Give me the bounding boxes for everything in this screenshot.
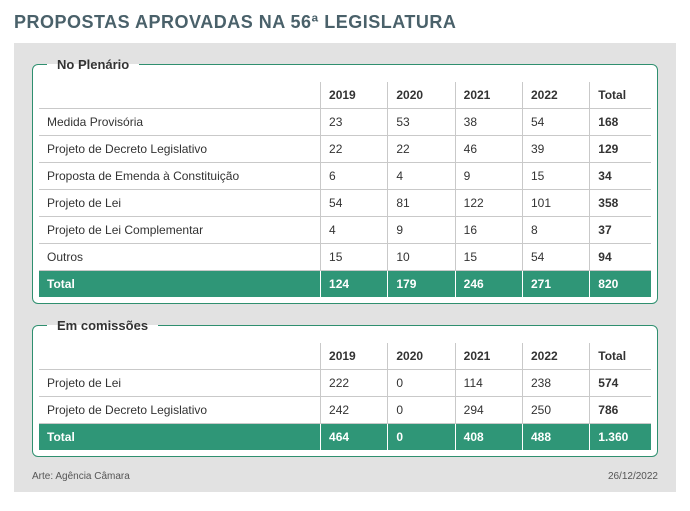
section-plenario: No Plenário 2019 2020 2021 2022 Total Me…	[32, 57, 658, 304]
cell-val: 9	[388, 217, 455, 244]
footer-credit: Arte: Agência Câmara	[32, 471, 130, 482]
cell-total: 34	[590, 163, 651, 190]
section-comissoes-legend: Em comissões	[47, 318, 158, 333]
table-row: Projeto de Lei 222 0 114 238 574	[39, 370, 651, 397]
cell-label: Outros	[39, 244, 321, 271]
cell-val: 15	[455, 244, 522, 271]
header-2021: 2021	[455, 343, 522, 370]
table-header-row: 2019 2020 2021 2022 Total	[39, 82, 651, 109]
header-2020: 2020	[388, 343, 455, 370]
cell-val: 0	[388, 397, 455, 424]
header-2021: 2021	[455, 82, 522, 109]
footer-date: 26/12/2022	[608, 471, 658, 482]
cell-total-grand: 1.360	[590, 424, 651, 451]
cell-total: 786	[590, 397, 651, 424]
cell-val: 81	[388, 190, 455, 217]
cell-val: 4	[321, 217, 388, 244]
header-2022: 2022	[522, 82, 589, 109]
cell-total-val: 179	[388, 271, 455, 298]
cell-val: 53	[388, 109, 455, 136]
cell-total: 37	[590, 217, 651, 244]
cell-val: 10	[388, 244, 455, 271]
cell-total: 358	[590, 190, 651, 217]
cell-val: 9	[455, 163, 522, 190]
cell-val: 39	[522, 136, 589, 163]
table-row: Projeto de Decreto Legislativo 242 0 294…	[39, 397, 651, 424]
table-plenario: 2019 2020 2021 2022 Total Medida Provisó…	[39, 82, 651, 297]
header-empty	[39, 82, 321, 109]
cell-val: 8	[522, 217, 589, 244]
cell-val: 15	[321, 244, 388, 271]
cell-val: 0	[388, 370, 455, 397]
cell-total-val: 124	[321, 271, 388, 298]
table-comissoes: 2019 2020 2021 2022 Total Projeto de Lei…	[39, 343, 651, 450]
cell-total-label: Total	[39, 424, 321, 451]
header-2019: 2019	[321, 343, 388, 370]
cell-val: 101	[522, 190, 589, 217]
cell-val: 23	[321, 109, 388, 136]
cell-total: 168	[590, 109, 651, 136]
table-row-total: Total 464 0 408 488 1.360	[39, 424, 651, 451]
cell-label: Projeto de Lei Complementar	[39, 217, 321, 244]
cell-val: 54	[321, 190, 388, 217]
header-total: Total	[590, 343, 651, 370]
cell-val: 6	[321, 163, 388, 190]
cell-total: 129	[590, 136, 651, 163]
cell-label: Medida Provisória	[39, 109, 321, 136]
content-panel: No Plenário 2019 2020 2021 2022 Total Me…	[14, 43, 676, 492]
cell-val: 250	[522, 397, 589, 424]
section-plenario-legend: No Plenário	[47, 57, 139, 72]
cell-total-val: 488	[522, 424, 589, 451]
cell-val: 54	[522, 244, 589, 271]
cell-val: 38	[455, 109, 522, 136]
cell-total-val: 0	[388, 424, 455, 451]
cell-total-val: 408	[455, 424, 522, 451]
cell-val: 15	[522, 163, 589, 190]
cell-val: 16	[455, 217, 522, 244]
cell-total-label: Total	[39, 271, 321, 298]
table-row: Projeto de Decreto Legislativo 22 22 46 …	[39, 136, 651, 163]
cell-label: Projeto de Decreto Legislativo	[39, 397, 321, 424]
section-comissoes: Em comissões 2019 2020 2021 2022 Total P…	[32, 318, 658, 457]
cell-val: 22	[321, 136, 388, 163]
cell-total-grand: 820	[590, 271, 651, 298]
table-row-total: Total 124 179 246 271 820	[39, 271, 651, 298]
cell-total: 94	[590, 244, 651, 271]
cell-val: 4	[388, 163, 455, 190]
cell-val: 242	[321, 397, 388, 424]
table-header-row: 2019 2020 2021 2022 Total	[39, 343, 651, 370]
cell-total-val: 271	[522, 271, 589, 298]
header-2022: 2022	[522, 343, 589, 370]
cell-val: 114	[455, 370, 522, 397]
cell-label: Proposta de Emenda à Constituição	[39, 163, 321, 190]
table-row: Projeto de Lei Complementar 4 9 16 8 37	[39, 217, 651, 244]
cell-label: Projeto de Lei	[39, 190, 321, 217]
table-row: Outros 15 10 15 54 94	[39, 244, 651, 271]
cell-total-val: 246	[455, 271, 522, 298]
cell-val: 22	[388, 136, 455, 163]
cell-val: 238	[522, 370, 589, 397]
cell-label: Projeto de Decreto Legislativo	[39, 136, 321, 163]
cell-val: 46	[455, 136, 522, 163]
header-2019: 2019	[321, 82, 388, 109]
header-empty	[39, 343, 321, 370]
table-row: Projeto de Lei 54 81 122 101 358	[39, 190, 651, 217]
cell-val: 54	[522, 109, 589, 136]
table-row: Proposta de Emenda à Constituição 6 4 9 …	[39, 163, 651, 190]
page-title: PROPOSTAS APROVADAS NA 56ª LEGISLATURA	[14, 12, 676, 33]
header-2020: 2020	[388, 82, 455, 109]
footer: Arte: Agência Câmara 26/12/2022	[32, 471, 658, 482]
table-row: Medida Provisória 23 53 38 54 168	[39, 109, 651, 136]
cell-val: 294	[455, 397, 522, 424]
cell-label: Projeto de Lei	[39, 370, 321, 397]
cell-total: 574	[590, 370, 651, 397]
cell-val: 122	[455, 190, 522, 217]
cell-val: 222	[321, 370, 388, 397]
cell-total-val: 464	[321, 424, 388, 451]
header-total: Total	[590, 82, 651, 109]
